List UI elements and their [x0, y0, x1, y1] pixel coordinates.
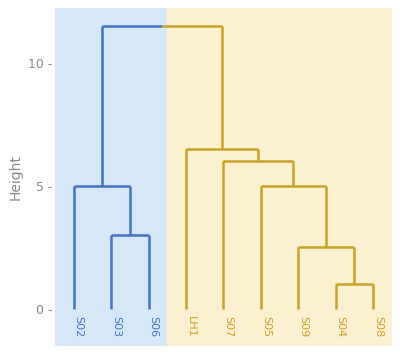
Bar	[167, 8, 392, 346]
Text: S08: S08	[373, 316, 383, 337]
Bar	[55, 8, 167, 346]
Text: S04: S04	[336, 316, 346, 337]
Text: S09: S09	[298, 316, 308, 337]
Text: S07: S07	[223, 316, 233, 337]
Y-axis label: Height: Height	[8, 154, 22, 200]
Text: S05: S05	[261, 316, 271, 337]
Text: S03: S03	[111, 316, 121, 337]
Text: S06: S06	[148, 316, 158, 337]
Text: LH1: LH1	[186, 316, 196, 338]
Text: S02: S02	[74, 316, 84, 337]
